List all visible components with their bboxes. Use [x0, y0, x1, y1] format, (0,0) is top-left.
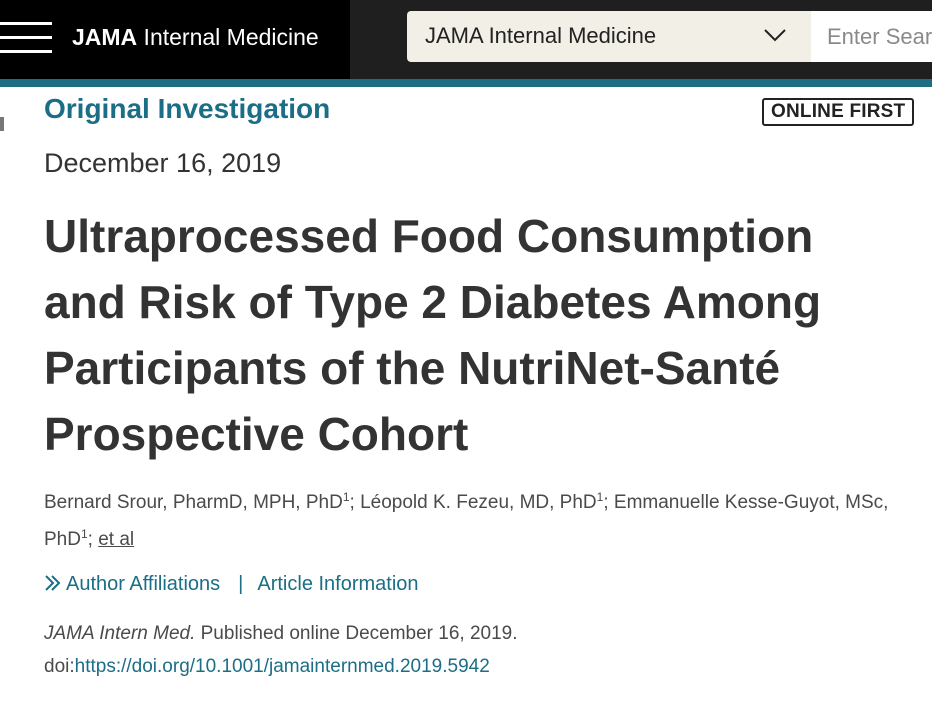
online-first-badge: ONLINE FIRST: [762, 98, 915, 126]
author-name[interactable]: Léopold K. Fezeu, MD, PhD: [360, 492, 597, 513]
citation-text: Published online December 16, 2019.: [195, 623, 518, 644]
author-affiliation-number: 1: [342, 490, 350, 504]
journal-select-value: JAMA Internal Medicine: [425, 23, 657, 48]
author-name[interactable]: Bernard Srour, PharmD, MPH, PhD: [44, 492, 343, 513]
citation: JAMA Intern Med. Published online Decemb…: [44, 617, 518, 683]
link-separator: |: [238, 573, 244, 595]
journal-select[interactable]: JAMA Internal Medicine: [407, 11, 811, 62]
scroll-marker: [0, 117, 4, 131]
doi-prefix: doi:: [44, 656, 75, 677]
journal-brand[interactable]: JAMA Internal Medicine: [72, 24, 319, 51]
brand-bold: JAMA: [72, 24, 138, 50]
author-affiliation-number: 1: [80, 527, 88, 541]
brand-block: JAMA Internal Medicine: [0, 0, 350, 79]
header-accent-bar: [0, 79, 932, 87]
author-affiliations-link[interactable]: Author Affiliations: [66, 573, 221, 595]
brand-rest: Internal Medicine: [137, 24, 319, 50]
site-header: JAMA Internal Medicine JAMA Internal Med…: [0, 0, 932, 79]
publication-date: December 16, 2019: [44, 148, 282, 178]
chevron-down-icon: [764, 29, 786, 42]
double-chevron-right-icon: [45, 575, 61, 591]
et-al-link[interactable]: et al: [98, 529, 135, 550]
article-info-links: Author Affiliations | Article Information: [44, 573, 419, 596]
author-name[interactable]: Emmanuelle Kesse-Guyot, MSc, PhD: [44, 492, 889, 550]
article-information-link[interactable]: Article Information: [257, 573, 419, 595]
section-label[interactable]: Original Investigation: [44, 93, 331, 124]
hamburger-menu-icon[interactable]: [0, 20, 52, 56]
author-list: Bernard Srour, PharmD, MPH, PhD1; Léopol…: [44, 490, 889, 550]
citation-journal: JAMA Intern Med.: [44, 623, 196, 644]
article-title: Ultraprocessed Food Consumption and Risk…: [44, 210, 822, 460]
search-input[interactable]: [811, 11, 932, 62]
author-affiliation-number: 1: [596, 490, 604, 504]
doi-link[interactable]: https://doi.org/10.1001/jamainternmed.20…: [74, 656, 490, 677]
